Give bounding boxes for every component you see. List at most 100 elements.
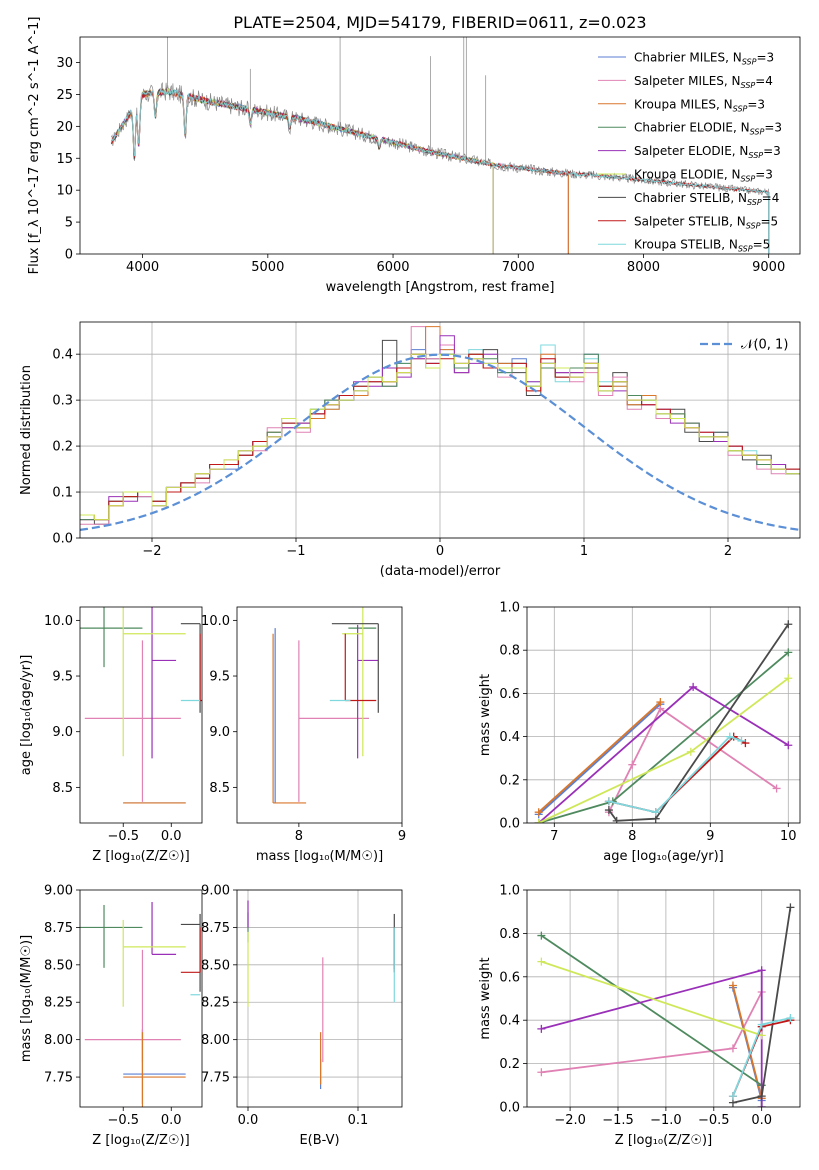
y-tick-label: 0.6 (499, 687, 520, 702)
panel-massweight_vs_age: 7 8 9 10 0.0 0.2 0.4 0.6 0.8 1.0 age [log₁₀(age/yr… (478, 601, 801, 864)
legend-label: Chabrier STELIB, NSSP=4 (634, 191, 779, 207)
data-point (728, 1044, 737, 1053)
y-tick-label: 9.5 (52, 670, 73, 685)
series-kroupa-miles (534, 698, 665, 817)
data-point (728, 1092, 737, 1101)
legend-label: Chabrier MILES, NSSP=3 (634, 51, 774, 67)
y-tick-label: 9.00 (44, 884, 73, 899)
errorbar-point (331, 623, 379, 713)
legend-value: =3 (756, 51, 774, 65)
data-point (737, 736, 746, 745)
x-tick-label: 2 (724, 544, 732, 559)
x-tick-label: 6000 (376, 260, 409, 275)
y-tick-label: 9.00 (201, 884, 230, 899)
legend-subscript: SSP (741, 81, 756, 90)
data-point (728, 981, 737, 990)
data-point (757, 1092, 766, 1101)
legend-label: Chabrier ELODIE, NSSP=3 (634, 121, 782, 137)
y-axis-label: age [log₁₀(age/yr)] (19, 655, 34, 776)
panel-spectrum: 4000 5000 6000 7000 8000 9000 0 5 10 15 20 25 30 wave… (27, 17, 801, 295)
x-axis-label: Z [log₁₀(Z/Z☉)] (92, 1133, 189, 1148)
errorbar-point (80, 904, 143, 968)
y-axis-label: mass [log₁₀(M/M☉)] (19, 935, 34, 1062)
legend-subscript: SSP (747, 198, 762, 207)
errorbar-point (180, 623, 201, 713)
legend-label: Kroupa STELIB, NSSP=5 (634, 238, 770, 254)
y-tick-label: 0.8 (499, 644, 520, 659)
panel-age_vs_z: −0.5 0.0 8.5 9.0 9.5 10.0 Z [log₁₀(Z/Z☉)] age [… (19, 606, 203, 864)
errorbar-point (122, 607, 186, 757)
series-line (541, 991, 763, 1074)
legend-value: =3 (763, 144, 781, 158)
data-point (534, 808, 543, 817)
y-tick-label: 10 (56, 184, 73, 199)
y-tick-label: 9.5 (209, 670, 230, 685)
data-point (656, 698, 665, 707)
legend-subscript: SSP (742, 58, 757, 67)
axes-frame (236, 606, 403, 824)
data-point (784, 674, 793, 683)
series-line (608, 623, 790, 822)
series-line (541, 960, 762, 1037)
legend-label: Kroupa ELODIE, NSSP=3 (634, 168, 773, 184)
series-line (538, 677, 789, 823)
y-tick-label: 0 (65, 248, 73, 263)
axes-frame (79, 321, 801, 539)
plot-area (80, 326, 800, 531)
x-tick-label: 0.1 (348, 1113, 369, 1128)
legend-text: Chabrier STELIB, N (634, 191, 747, 205)
series-kroupa-elodie (537, 957, 766, 1040)
plot-area (247, 900, 395, 1090)
data-point (725, 732, 734, 741)
errorbar-point (298, 640, 369, 802)
y-tick-label: 5 (65, 216, 73, 231)
plot-area (537, 903, 795, 1107)
x-axis-label: E(B-V) (299, 1133, 339, 1148)
y-tick-label: 0.0 (499, 817, 520, 832)
axes-frame (79, 606, 203, 824)
panel-age_vs_mass: 8 9 8.5 9.0 9.5 10.0 mass [log₁₀(M/M☉)] (201, 606, 406, 864)
plot-area (534, 620, 793, 823)
y-tick-label: 0.2 (499, 773, 520, 788)
series-line (732, 985, 763, 1099)
series-line (538, 703, 662, 816)
x-tick-label: 7000 (502, 260, 535, 275)
y-tick-label: 8.5 (52, 781, 73, 796)
y-tick-label: 0.8 (499, 927, 520, 942)
plot-area (80, 607, 202, 804)
data-point (534, 819, 543, 823)
series-kroupa-stelib (728, 1014, 795, 1101)
data-point (537, 957, 546, 966)
x-tick-label: 0.0 (161, 1113, 182, 1128)
y-tick-label: 15 (56, 152, 73, 167)
normal-curve (80, 353, 800, 531)
x-tick-label: 4000 (126, 260, 159, 275)
legend-value: =5 (753, 238, 771, 252)
legend-subscript: SSP (741, 175, 756, 184)
y-tick-label: 10.0 (201, 614, 230, 629)
panel-residuals: −2 −1 0 1 2 0.0 0.1 0.2 0.3 0.4 (data-model)/error… (19, 321, 801, 579)
axes-frame (79, 36, 801, 255)
y-tick-label: 8.50 (201, 958, 230, 973)
x-axis-label: (data-model)/error (380, 564, 501, 579)
x-axis-label: Z [log₁₀(Z/Z☉)] (92, 849, 189, 864)
legend-value: =3 (764, 121, 782, 135)
errorbar-point (151, 607, 177, 759)
model-line (110, 87, 569, 175)
data-point (786, 903, 795, 912)
y-tick-label: 0.2 (499, 1057, 520, 1072)
y-tick-label: 0.6 (499, 970, 520, 985)
legend-text: Chabrier ELODIE, N (634, 121, 750, 135)
y-tick-label: 0.0 (499, 1101, 520, 1116)
x-tick-label: 5000 (251, 260, 284, 275)
x-tick-label: −2 (142, 544, 161, 559)
y-tick-label: 9.0 (209, 725, 230, 740)
legend-label: Salpeter MILES, NSSP=4 (634, 74, 773, 90)
axes-frame (236, 889, 403, 1108)
errorbar-point (151, 901, 177, 955)
errorbar-point (180, 913, 201, 992)
errorbar-point (344, 633, 377, 702)
x-tick-label: 9 (398, 829, 406, 844)
x-tick-label: 7 (550, 829, 558, 844)
